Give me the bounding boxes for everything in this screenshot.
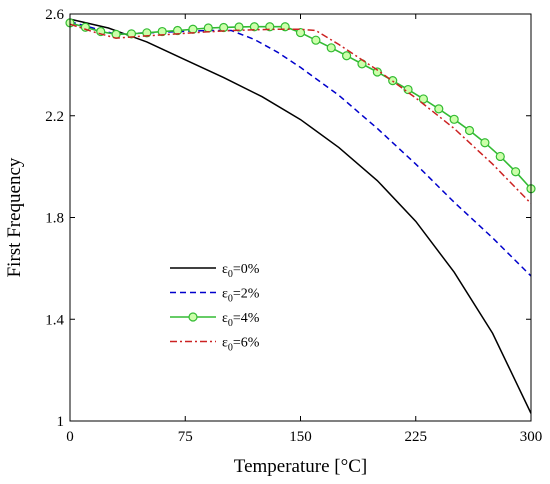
series-point-2-25 <box>449 114 459 124</box>
legend-label-tail-0: =0% <box>233 262 260 277</box>
series-point-2-23 <box>418 94 429 104</box>
plot-frame <box>69 13 532 422</box>
series-point-2-26 <box>464 125 475 136</box>
legend-label-3: ε0=6% <box>222 336 260 354</box>
series-line-0 <box>69 18 532 414</box>
series-point-2-12 <box>249 22 259 32</box>
series-line-2 <box>69 22 532 190</box>
y-tick-label-4: 2.6 <box>45 7 64 23</box>
y-tick-label-3: 2.2 <box>45 109 64 125</box>
legend-item-2: ε0=4% <box>170 311 260 329</box>
series-point-2-29 <box>511 167 521 177</box>
legend-label-0: ε0=0% <box>222 262 260 280</box>
legend-label-sub-2: 0 <box>228 318 233 329</box>
legend-item-3: ε0=6% <box>170 336 260 354</box>
x-tick-label-0: 0 <box>66 429 74 445</box>
legend: ε0=0%ε0=2%ε0=4%ε0=6% <box>170 262 260 354</box>
x-tick-label-1: 75 <box>178 429 193 445</box>
legend-label-main-2: ε <box>222 311 228 326</box>
legend-label-tail-1: =2% <box>233 287 260 302</box>
legend-label-sub-3: 0 <box>228 343 233 354</box>
legend-label-tail-2: =4% <box>233 311 260 326</box>
series-3 <box>69 23 532 205</box>
y-tick-label-2: 1.8 <box>45 211 64 227</box>
series-point-2-13 <box>265 22 275 32</box>
legend-label-1: ε0=2% <box>222 287 260 305</box>
x-tick-label-2: 150 <box>289 429 312 445</box>
series-1 <box>69 20 532 277</box>
legend-label-main-1: ε <box>222 287 228 302</box>
x-tick-label-4: 300 <box>520 429 543 445</box>
series-point-2-4 <box>126 29 137 39</box>
axis-ticks: 0 75 150 225 300 1 1.4 1.8 2.2 2.6 <box>45 7 542 445</box>
series-point-2-24 <box>434 104 444 114</box>
series-point-2-18 <box>342 51 352 61</box>
legend-marker-2 <box>188 312 198 322</box>
series-line-1 <box>69 20 532 277</box>
x-axis-title: Temperature [°C] <box>234 456 367 477</box>
legend-label-2: ε0=4% <box>222 311 260 329</box>
series-point-2-16 <box>311 35 321 45</box>
y-axis-title: First Frequency <box>4 157 25 277</box>
legend-label-main-0: ε <box>222 262 228 277</box>
legend-item-1: ε0=2% <box>170 287 260 305</box>
legend-item-0: ε0=0% <box>170 262 260 280</box>
x-tick-label-3: 225 <box>405 429 428 445</box>
y-tick-label-1: 1.4 <box>45 312 64 328</box>
series-point-2-9 <box>203 23 213 33</box>
series-0 <box>69 18 532 414</box>
y-tick-label-0: 1 <box>57 414 65 430</box>
series-2 <box>65 18 536 194</box>
series-point-2-5 <box>142 28 152 38</box>
legend-label-sub-0: 0 <box>228 269 233 280</box>
series-point-2-22 <box>403 84 413 95</box>
legend-label-sub-1: 0 <box>228 294 233 305</box>
series-point-2-28 <box>495 151 505 162</box>
series-point-2-8 <box>188 24 198 34</box>
legend-label-tail-3: =6% <box>233 336 260 351</box>
legend-label-main-3: ε <box>222 336 228 351</box>
plot-area <box>65 18 536 414</box>
series-point-2-17 <box>326 43 336 53</box>
series-point-2-27 <box>480 138 490 148</box>
series-line-3 <box>69 23 532 205</box>
series-point-2-15 <box>295 27 306 38</box>
